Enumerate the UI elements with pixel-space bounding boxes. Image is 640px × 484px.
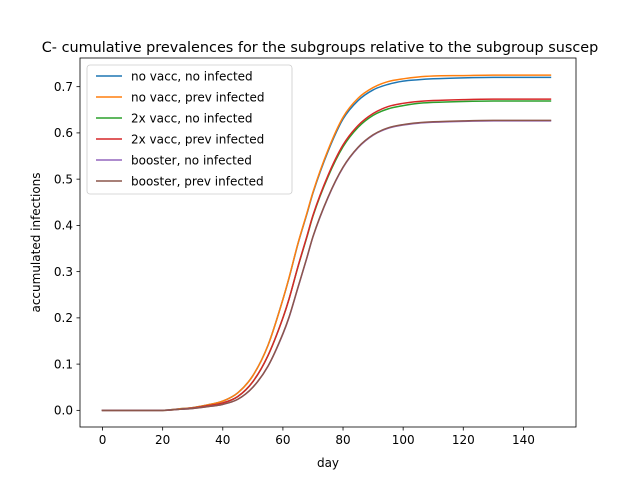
y-axis-ticks: 0.0 0.1 0.2 0.3 0.4 0.5 0.6 0.7 [54, 80, 80, 418]
legend-entry: booster, prev infected [96, 174, 264, 188]
legend-items: no vacc, no infected no vacc, prev infect… [96, 69, 264, 188]
legend-label: 2x vacc, prev infected [131, 132, 264, 146]
legend-entry: booster, no infected [96, 153, 252, 167]
x-tick-label: 20 [155, 433, 170, 447]
y-tick-label: 0.1 [54, 357, 73, 371]
y-tick-label: 0.2 [54, 311, 73, 325]
x-tick-label: 100 [392, 433, 415, 447]
x-axis-label: day [317, 456, 339, 470]
x-tick-label: 80 [335, 433, 350, 447]
series-layer [101, 74, 552, 412]
plot-frame [79, 57, 577, 428]
legend-box [86, 64, 293, 195]
y-axis-label: accumulated infections [29, 172, 43, 312]
legend: no vacc, no infected no vacc, prev infect… [86, 64, 293, 195]
legend-label: booster, prev infected [131, 174, 264, 188]
x-tick-label: 40 [215, 433, 230, 447]
chart-title: C- cumulative prevalences for the subgro… [42, 40, 599, 56]
x-axis-ticks: 0 20 40 60 80 100 120 140 [99, 427, 535, 447]
y-tick-label: 0.4 [54, 219, 73, 233]
legend-entry: 2x vacc, prev infected [96, 132, 264, 146]
y-tick-label: 0.5 [54, 172, 73, 186]
legend-label: no vacc, no infected [131, 69, 253, 83]
x-tick-label: 0 [99, 433, 107, 447]
y-tick-label: 0.7 [54, 80, 73, 94]
legend-entry: no vacc, no infected [96, 69, 253, 83]
x-tick-label: 60 [275, 433, 290, 447]
x-tick-label: 140 [512, 433, 535, 447]
legend-entry: no vacc, prev infected [96, 90, 264, 104]
legend-label: booster, no infected [131, 153, 252, 167]
y-tick-label: 0.3 [54, 265, 73, 279]
legend-label: no vacc, prev infected [131, 90, 264, 104]
series-line-6 [101, 119, 552, 412]
legend-entry: 2x vacc, no infected [96, 111, 252, 125]
x-tick-label: 120 [452, 433, 475, 447]
legend-label: 2x vacc, no infected [131, 111, 252, 125]
y-tick-label: 0.0 [54, 404, 73, 418]
y-tick-label: 0.6 [54, 126, 73, 140]
